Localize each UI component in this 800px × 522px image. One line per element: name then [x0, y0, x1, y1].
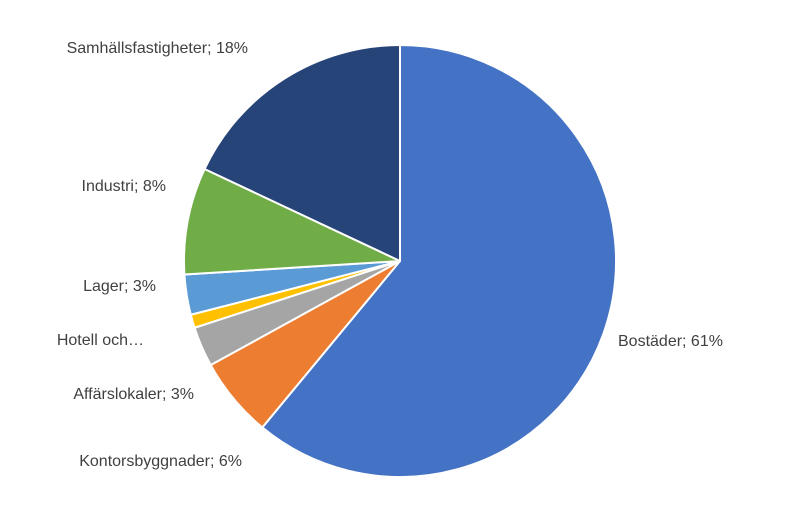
- pie-labels: Bostäder; 61% Kontorsbyggnader; 6% Affärsl…: [57, 40, 723, 470]
- pie-slice-bostader: [261, 44, 617, 478]
- pie-label-bostader: Bostäder; 61%: [618, 333, 723, 350]
- pie-label-samhallsfastigheter: Samhällsfastigheter; 18%: [67, 40, 248, 57]
- pie-slice-industri: [183, 168, 401, 276]
- pie-label-kontorsbyggnader: Kontorsbyggnader; 6%: [79, 453, 242, 470]
- pie-label-affarslokaler: Affärslokaler; 3%: [73, 386, 194, 403]
- pie-label-industri: Industri; 8%: [82, 178, 166, 195]
- pie-slices: [183, 44, 617, 478]
- pie-label-lager: Lager; 3%: [83, 278, 156, 295]
- pie-label-hotell-och: Hotell och…: [57, 332, 144, 349]
- pie-slice-samhallsfastigheter: [203, 44, 401, 262]
